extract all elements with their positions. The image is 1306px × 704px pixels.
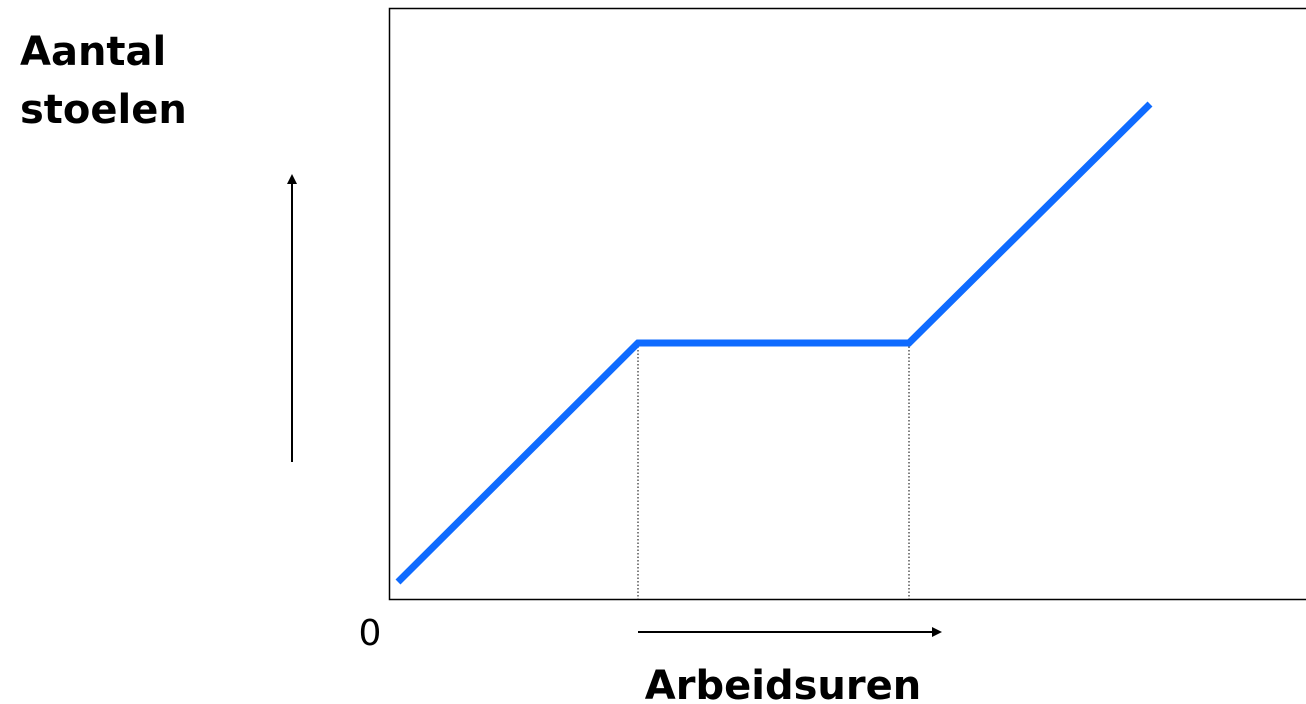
y-axis-label: Aantal: [20, 29, 166, 75]
plot-frame: [388, 7, 1306, 601]
origin-label: 0: [359, 613, 382, 654]
x-axis-label: Arbeidsuren: [645, 663, 921, 704]
curve: [395, 101, 1153, 585]
y-axis-label: stoelen: [20, 87, 187, 133]
